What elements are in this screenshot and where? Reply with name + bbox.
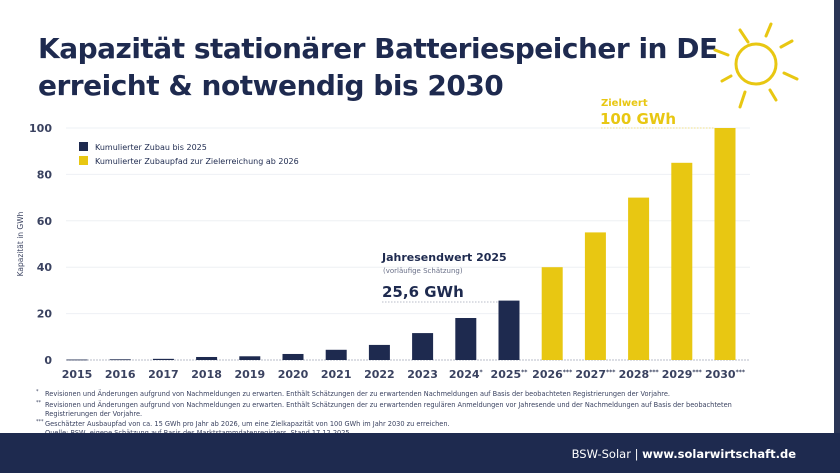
x-tick-label: 2023 [407,368,438,381]
legend-label-navy: Kumulierter Zubau bis 2025 [95,143,207,152]
y-tick-label: 80 [37,168,53,181]
target-value: 100 GWh [600,110,676,128]
y-tick-label: 100 [29,122,52,135]
annotation-subtitle: (vorläufige Schätzung) [383,267,463,275]
title-line-2: erreicht & notwendig bis 2030 [38,69,504,102]
bar-2023 [412,333,434,360]
footnote: * Revisionen und Änderungen aufgrund von … [36,389,670,399]
footnote: Registrierungen der Vorjahre. [45,409,143,418]
x-tick-label: 2019 [234,368,265,381]
legend-label-yellow: Kumulierter Zubaupfad zur Zielerreichung… [95,157,299,166]
bar-2026 [541,267,563,360]
footnote: ** Revisionen und Änderungen aufgrund von… [36,399,732,409]
footnotes: * Revisionen und Änderungen aufgrund von … [36,388,732,438]
x-tick-label: 2021 [321,368,352,381]
x-tick-label: 2015 [62,368,93,381]
footer-brand: BSW-Solar | www.solarwirtschaft.de [572,447,796,461]
bar-2022 [368,344,390,360]
bar-2019 [239,356,261,360]
footnote: *** Geschätzter Ausbaupfad von ca. 15 GWh… [36,419,450,429]
legend-swatch-navy [79,142,88,151]
y-axis-label: Kapazität in GWh [16,211,25,276]
annotation-2025: Jahresendwert 2025 (vorläufige Schätzung… [381,251,507,303]
x-tick-label: 2016 [105,368,136,381]
bar-2015 [66,359,88,361]
annotation-value: 25,6 GWh [382,283,464,301]
bar-2027 [584,232,606,360]
page-title: Kapazität stationärer Batteriespeicher i… [38,30,718,104]
bar-2028 [628,197,650,360]
bar-2017 [152,358,174,360]
target-title: Zielwert [601,98,648,109]
y-tick-label: 0 [44,354,52,367]
x-tick-label: 2020 [278,368,309,381]
x-tick-label: 2025** [491,368,529,381]
annotation-title: Jahresendwert 2025 [381,251,507,264]
y-tick-label: 20 [37,308,53,321]
x-tick-label: 2022 [364,368,395,381]
bar-2016 [109,359,131,361]
legend-swatch-yellow [79,156,88,165]
footnote: Quelle: BSW, eigene Schätzung auf Basis … [36,429,732,438]
x-tick-label: 2030*** [705,368,746,381]
bar-2021 [325,349,347,360]
brand-name: BSW-Solar [571,447,631,461]
x-tick-label: 2026*** [532,368,573,381]
x-tick-label: 2018 [191,368,222,381]
title-line-1: Kapazität stationärer Batteriespeicher i… [38,32,718,65]
bar-2029 [671,162,693,360]
frame-edge [834,0,840,473]
x-tick-label: 2017 [148,368,179,381]
bar-2020 [282,353,304,360]
bar-2024 [455,318,477,360]
bar-2030 [714,128,736,360]
x-tick-label: 2028*** [619,368,660,381]
y-tick-label: 60 [37,215,53,228]
legend: Kumulierter Zubau bis 2025 Kumulierter Z… [79,142,299,166]
x-tick-label: 2029*** [662,368,703,381]
y-tick-label: 40 [37,261,53,274]
sun-icon [713,22,799,109]
annotation-target: Zielwert 100 GWh [600,98,714,129]
bar-2018 [196,356,218,360]
x-tick-label: 2024* [449,368,484,381]
bar-2025 [498,300,520,360]
brand-url[interactable]: www.solarwirtschaft.de [642,447,796,461]
footer-band: BSW-Solar | www.solarwirtschaft.de [0,433,840,473]
brand-separator: | [634,447,639,461]
x-tick-label: 2027*** [575,368,616,381]
